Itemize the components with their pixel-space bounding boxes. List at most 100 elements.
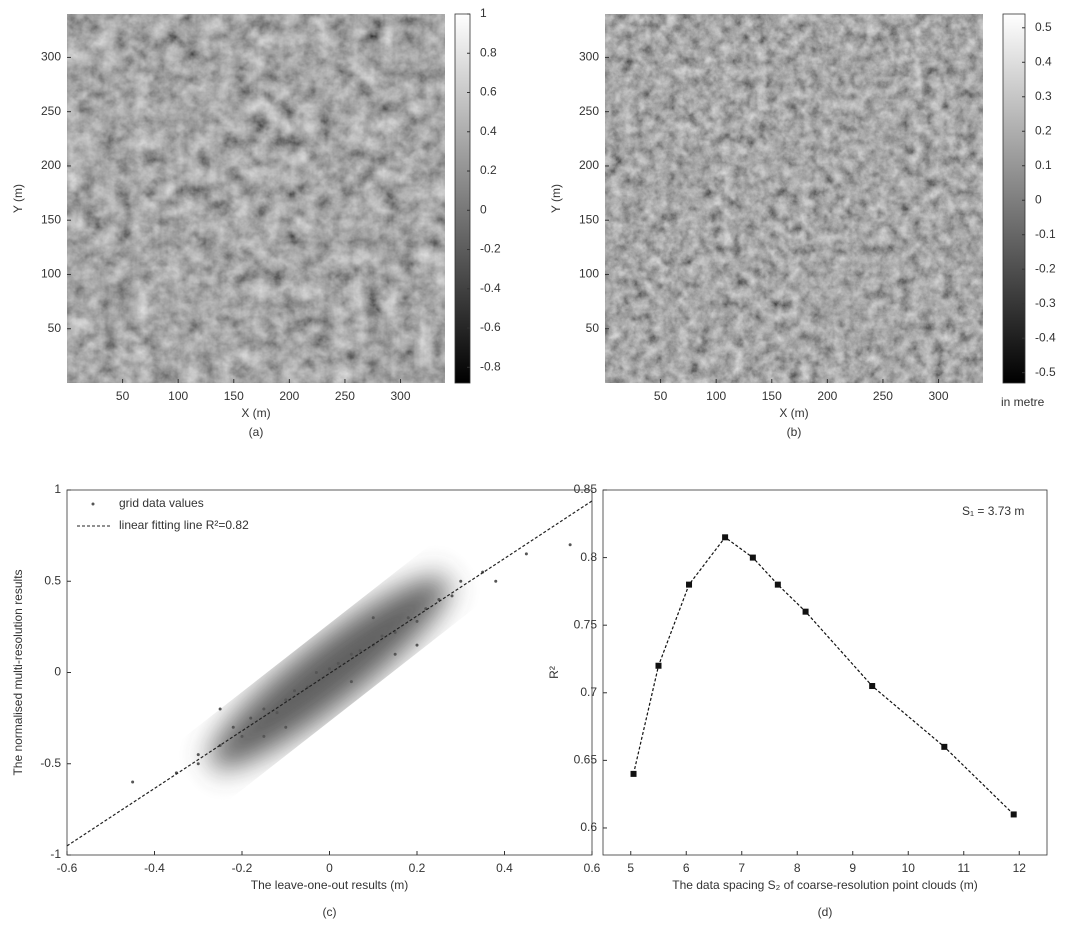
colorbar-tick-label: -0.5 xyxy=(1035,365,1056,379)
colorbar-tick-label: 0.4 xyxy=(480,124,497,138)
data-marker xyxy=(1010,811,1017,818)
legend-label: linear fitting line R²=0.82 xyxy=(119,518,249,532)
plot-area xyxy=(602,489,1048,856)
data-point xyxy=(380,634,384,638)
x-axis-label: X (m) xyxy=(779,406,808,420)
x-tick-label: 0 xyxy=(326,861,333,875)
x-tick-label: 200 xyxy=(817,389,837,403)
y-tick-label: 50 xyxy=(586,321,600,335)
colorbar-tick-label: 0.2 xyxy=(480,163,497,177)
x-tick-label: 200 xyxy=(279,389,299,403)
data-point xyxy=(415,619,419,623)
y-tick-label: 250 xyxy=(41,104,61,118)
data-point xyxy=(293,689,296,693)
data-marker xyxy=(655,662,662,669)
x-tick-label: 9 xyxy=(849,861,856,875)
colorbar-tick-label: 0.3 xyxy=(1035,89,1052,103)
data-point xyxy=(415,643,419,647)
caption: (c) xyxy=(323,905,337,919)
data-marker xyxy=(686,581,693,588)
data-point xyxy=(459,579,463,583)
colorbar xyxy=(1002,13,1026,384)
y-tick-label: 200 xyxy=(41,158,61,172)
data-point xyxy=(231,725,235,729)
data-point xyxy=(494,579,498,583)
colorbar-tick-label: 0.6 xyxy=(480,85,497,99)
data-point xyxy=(275,711,279,715)
heatmap-image xyxy=(605,14,983,383)
colorbar-tick-label: 1 xyxy=(480,6,487,20)
data-point xyxy=(196,753,200,757)
y-tick-label: 250 xyxy=(579,104,599,118)
annotation: S₁ = 3.73 m xyxy=(962,504,1024,518)
data-point xyxy=(524,552,528,556)
data-point xyxy=(568,543,572,547)
data-marker xyxy=(941,743,948,750)
data-point xyxy=(349,680,353,684)
colorbar xyxy=(454,13,471,384)
x-tick-label: 50 xyxy=(654,389,668,403)
data-point xyxy=(131,780,135,784)
x-tick-label: 100 xyxy=(706,389,726,403)
y-axis-label: Y (m) xyxy=(549,184,563,213)
x-axis-label: The leave-one-out results (m) xyxy=(251,878,408,892)
y-tick-label: 0 xyxy=(54,665,61,679)
y-tick-label: 0.85 xyxy=(574,482,598,496)
data-marker xyxy=(869,683,876,690)
y-tick-label: 200 xyxy=(579,158,599,172)
y-tick-label: 1 xyxy=(54,482,61,496)
data-marker xyxy=(722,534,729,541)
y-tick-label: 50 xyxy=(48,321,62,335)
data-marker xyxy=(749,554,756,561)
x-tick-label: 0.4 xyxy=(496,861,513,875)
data-marker xyxy=(774,581,781,588)
colorbar-tick-label: 0.8 xyxy=(480,45,497,59)
colorbar-tick-label: -0.4 xyxy=(480,281,501,295)
data-marker xyxy=(802,608,809,615)
x-tick-label: 150 xyxy=(762,389,782,403)
data-point xyxy=(218,707,222,711)
caption: (d) xyxy=(818,905,833,919)
colorbar-tick-label: 0.2 xyxy=(1035,123,1052,137)
data-point xyxy=(371,616,375,620)
colorbar-tick-label: -0.2 xyxy=(480,242,501,256)
x-tick-label: 5 xyxy=(627,861,634,875)
legend-label: grid data values xyxy=(119,496,204,510)
heatmap-image xyxy=(67,14,445,383)
colorbar-tick-label: -0.3 xyxy=(1035,296,1056,310)
x-tick-label: 11 xyxy=(958,861,971,875)
data-point xyxy=(349,652,353,656)
x-tick-label: 300 xyxy=(391,389,411,403)
y-tick-label: 0.65 xyxy=(574,753,598,767)
data-point xyxy=(336,661,340,665)
x-tick-label: 7 xyxy=(738,861,745,875)
x-tick-label: 250 xyxy=(335,389,355,403)
x-tick-label: 300 xyxy=(929,389,949,403)
x-tick-label: 100 xyxy=(168,389,188,403)
data-marker xyxy=(630,770,637,777)
colorbar-tick-label: 0 xyxy=(1035,192,1042,206)
caption: (b) xyxy=(787,425,802,439)
colorbar-tick-label: 0 xyxy=(480,202,487,216)
data-point xyxy=(262,734,266,738)
data-point xyxy=(284,725,288,729)
colorbar-label: in metre xyxy=(1001,395,1045,409)
colorbar-tick-label: 0.4 xyxy=(1035,54,1052,68)
y-tick-label: 100 xyxy=(41,267,61,281)
x-tick-label: 12 xyxy=(1013,861,1027,875)
colorbar-tick-label: 0.5 xyxy=(1035,20,1052,34)
x-tick-label: 150 xyxy=(224,389,244,403)
point-cloud-density xyxy=(209,576,450,769)
colorbar-tick-label: -0.2 xyxy=(1035,261,1056,275)
x-tick-label: -0.6 xyxy=(57,861,78,875)
x-tick-label: 10 xyxy=(902,861,916,875)
x-tick-label: 8 xyxy=(794,861,801,875)
data-point xyxy=(314,671,318,674)
x-tick-label: 6 xyxy=(683,861,690,875)
y-axis-label: The normalised multi-resolution results xyxy=(11,569,25,775)
y-tick-label: -0.5 xyxy=(40,756,61,770)
data-point xyxy=(262,707,266,711)
colorbar-tick-label: -0.8 xyxy=(480,359,501,373)
data-point xyxy=(393,652,397,656)
